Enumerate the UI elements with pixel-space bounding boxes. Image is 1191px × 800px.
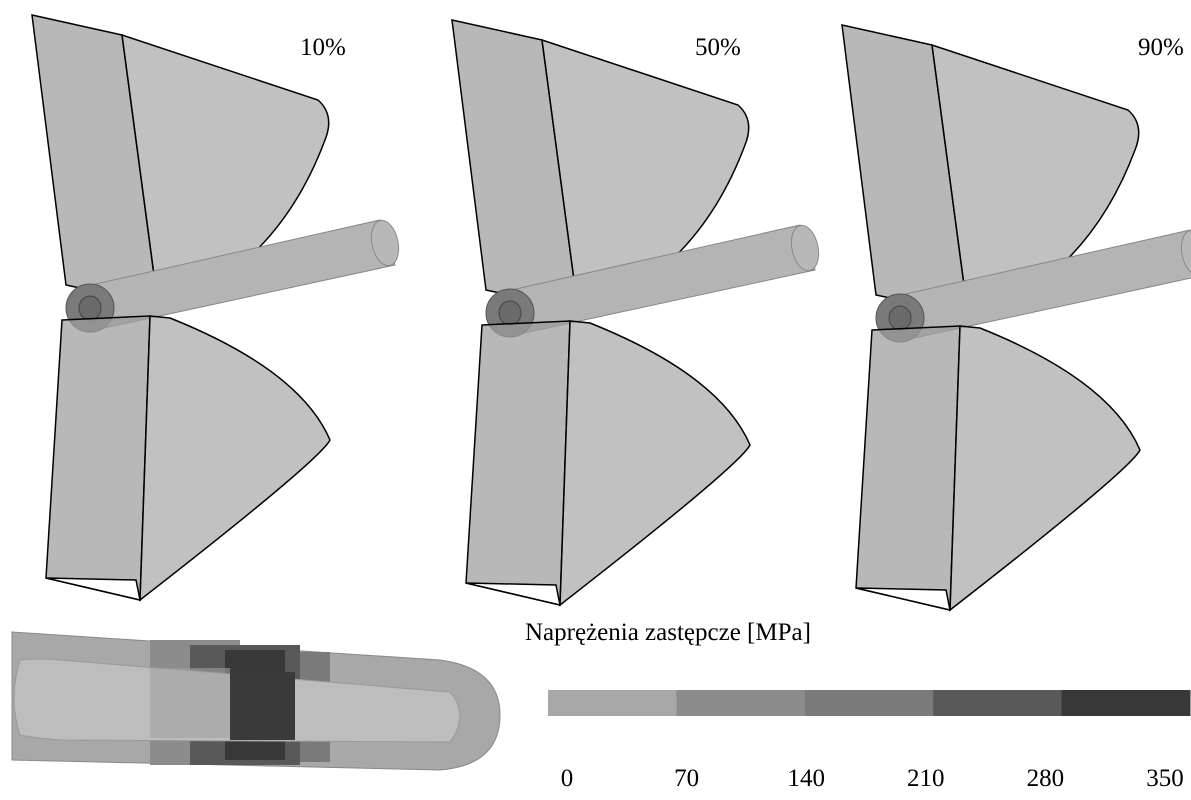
colorbar-segment <box>1062 690 1191 716</box>
colorbar-segment <box>676 690 805 716</box>
colorbar: 0 70 140 210 280 350 <box>548 690 1191 792</box>
tube-section <box>12 632 500 770</box>
tick-label: 210 <box>907 765 945 792</box>
stage-label: 90% <box>1138 34 1184 61</box>
stage-label: 10% <box>300 34 346 61</box>
tick-label: 0 <box>561 765 574 792</box>
figure: 10% 50% 90% Naprężenia zastępcze [MPa] 0… <box>0 0 1191 800</box>
legend-title: Naprężenia zastępcze [MPa] <box>525 619 811 646</box>
tick-label: 70 <box>674 765 699 792</box>
colorbar-segment <box>805 690 934 716</box>
colorbar-segment <box>548 690 677 716</box>
stage-label: 50% <box>695 34 741 61</box>
stage-10 <box>32 15 402 600</box>
stage-50 <box>452 20 822 605</box>
colorbar-segment <box>933 690 1062 716</box>
tick-label: 140 <box>787 765 825 792</box>
stage-90 <box>842 25 1191 610</box>
tick-label: 350 <box>1146 765 1184 792</box>
tick-label: 280 <box>1027 765 1065 792</box>
